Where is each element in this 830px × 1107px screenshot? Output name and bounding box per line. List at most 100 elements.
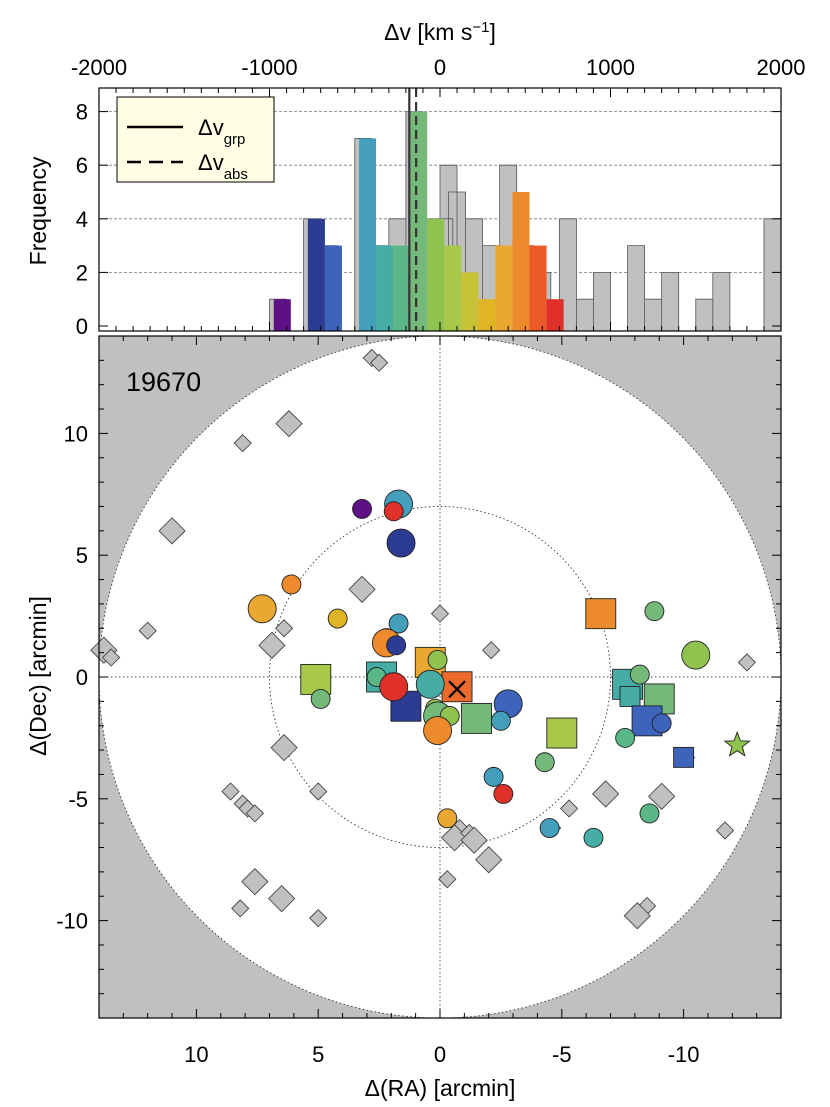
member-galaxy-circle xyxy=(423,716,453,746)
hist-bar-all xyxy=(712,272,730,331)
member-galaxy-circle xyxy=(644,601,665,622)
member-galaxy-circle xyxy=(427,649,448,670)
non-member-galaxy xyxy=(309,782,328,801)
member-galaxy-circle xyxy=(615,727,636,748)
sky-y-tick-label: -5 xyxy=(68,787,88,812)
quasar-star-marker xyxy=(723,730,751,757)
member-galaxy-circle xyxy=(388,613,409,634)
member-galaxy-square xyxy=(441,671,473,703)
non-member-galaxy xyxy=(623,902,651,930)
sky-x-tick-label: 0 xyxy=(434,1042,446,1067)
member-galaxy-circle xyxy=(534,752,555,773)
hist-x-tick-label: 0 xyxy=(434,55,446,80)
member-galaxy-circle xyxy=(583,827,604,848)
hist-bar-all xyxy=(627,245,645,331)
hist-bar-member xyxy=(444,245,462,331)
histogram-x-title: Δv [km s−1] xyxy=(384,19,496,46)
hist-bar-member xyxy=(427,218,445,331)
sky-y-title: Δ(Dec) [arcmin] xyxy=(25,596,51,756)
non-member-galaxy xyxy=(475,846,503,874)
member-galaxy-square xyxy=(300,663,332,695)
member-galaxy-circle xyxy=(247,594,277,624)
sky-x-title: Δ(RA) [arcmin] xyxy=(365,1075,516,1101)
hist-bar-member xyxy=(495,245,513,331)
non-member-galaxy xyxy=(241,867,269,896)
member-galaxy-circle xyxy=(379,672,409,702)
histogram-panel: Δv [km s−1] Frequency -2000 -1000 0 1000 200… xyxy=(25,19,805,340)
hist-x-tick-label: -1000 xyxy=(241,55,297,80)
histogram-y-title: Frequency xyxy=(25,156,51,265)
hist-y-tick-label: 2 xyxy=(76,260,88,285)
non-member-galaxy xyxy=(270,734,298,762)
non-member-galaxy xyxy=(559,799,579,818)
hist-y-tick-label: 8 xyxy=(76,100,88,125)
non-member-galaxy xyxy=(221,782,240,801)
non-member-galaxy xyxy=(430,604,450,623)
non-member-galaxy xyxy=(138,621,157,640)
hist-y-tick-label: 0 xyxy=(76,314,88,339)
sky-y-tick-label: 0 xyxy=(76,665,88,690)
non-member-galaxy xyxy=(245,804,265,823)
hist-bar-member xyxy=(359,138,377,331)
member-galaxy-circle xyxy=(493,783,514,804)
non-member-galaxy xyxy=(369,353,389,372)
legend-box xyxy=(116,96,275,183)
hist-y-tick-label: 4 xyxy=(76,207,88,232)
member-galaxy-square xyxy=(546,717,578,749)
hist-y-tick-label: 6 xyxy=(76,153,88,178)
field-id-label: 19670 xyxy=(126,367,201,397)
member-galaxy-square xyxy=(619,686,641,707)
non-member-galaxy xyxy=(460,826,488,854)
non-member-galaxy xyxy=(648,782,676,811)
non-member-galaxy xyxy=(158,517,186,545)
hist-bar-member xyxy=(393,245,411,331)
non-member-galaxy xyxy=(438,870,457,889)
hist-bar-all xyxy=(661,272,679,331)
non-member-galaxy xyxy=(268,885,296,913)
sky-y-tick-label: -10 xyxy=(56,909,88,934)
hist-bar-member xyxy=(546,299,564,331)
hist-bar-all xyxy=(644,299,662,331)
non-member-galaxy xyxy=(231,899,250,918)
non-member-galaxy xyxy=(102,648,121,667)
legend-label: Δvabs xyxy=(198,150,248,183)
sky-x-tick-label: -5 xyxy=(552,1042,572,1067)
member-galaxy-circle xyxy=(281,574,302,595)
inner-radius-circle xyxy=(269,506,611,848)
member-galaxy-circle xyxy=(415,669,445,699)
non-member-galaxy xyxy=(233,434,252,453)
member-galaxy-circle xyxy=(681,640,711,670)
member-galaxy-circle xyxy=(483,766,504,787)
hist-x-tick-label: 2000 xyxy=(757,55,806,80)
non-member-galaxy xyxy=(274,619,294,638)
member-galaxy-circle xyxy=(327,608,348,629)
member-galaxy-circle xyxy=(490,710,511,731)
member-galaxy-circle xyxy=(310,688,331,709)
hist-bar-member xyxy=(512,192,530,331)
hist-bar-member xyxy=(478,299,496,331)
member-galaxy-square xyxy=(673,746,695,768)
member-galaxy-circle xyxy=(383,501,404,522)
member-galaxy-circle xyxy=(629,664,650,685)
non-member-galaxy xyxy=(737,653,757,672)
hist-bar-all xyxy=(593,272,611,331)
hist-bar-member xyxy=(307,218,325,331)
sky-y-tick-label: 5 xyxy=(76,543,88,568)
member-galaxy-circle xyxy=(539,818,560,838)
hist-bar-member xyxy=(529,245,547,331)
sky-x-tick-label: 5 xyxy=(312,1042,324,1067)
hist-x-tick-label: 1000 xyxy=(586,55,635,80)
member-galaxy-square xyxy=(585,598,617,630)
hist-bar-member xyxy=(324,245,342,331)
non-member-galaxy xyxy=(258,631,286,659)
hist-bar-all xyxy=(576,299,594,331)
non-member-galaxy xyxy=(592,780,620,808)
hist-bar-member xyxy=(376,245,394,331)
hist-bar-member xyxy=(461,272,479,331)
hist-bar-member xyxy=(410,111,428,331)
non-member-galaxy xyxy=(275,410,303,438)
member-galaxy-circle xyxy=(639,803,660,824)
member-galaxy-circle xyxy=(651,713,672,734)
